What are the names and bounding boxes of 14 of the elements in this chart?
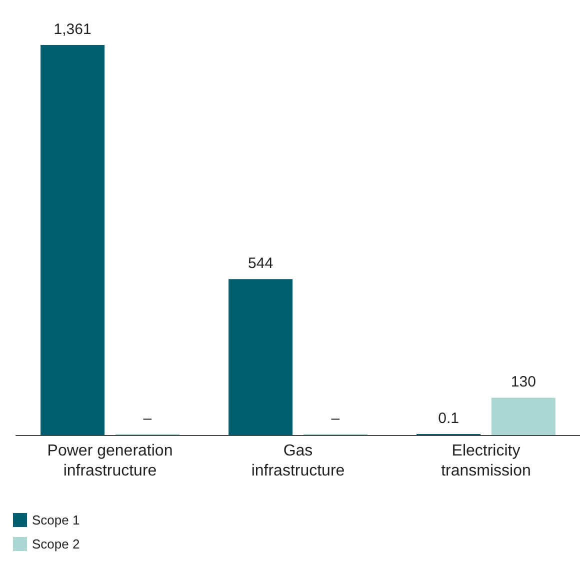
- data-label: 130: [510, 374, 536, 391]
- legend-label: Scope 2: [32, 536, 80, 552]
- data-label: –: [331, 410, 340, 427]
- bar: [491, 398, 556, 435]
- bar: [40, 45, 105, 435]
- legend-label: Scope 1: [32, 512, 80, 528]
- data-label: –: [143, 410, 152, 427]
- data-label: 544: [248, 255, 274, 272]
- x-tick-label: Electricity transmission: [441, 442, 531, 480]
- data-label: 0.1: [438, 410, 459, 427]
- bar: [228, 279, 293, 435]
- x-tick-label: Power generation infrastructure: [47, 442, 173, 480]
- x-tick-label: Gas infrastructure: [251, 442, 345, 480]
- data-label: 1,361: [54, 21, 92, 38]
